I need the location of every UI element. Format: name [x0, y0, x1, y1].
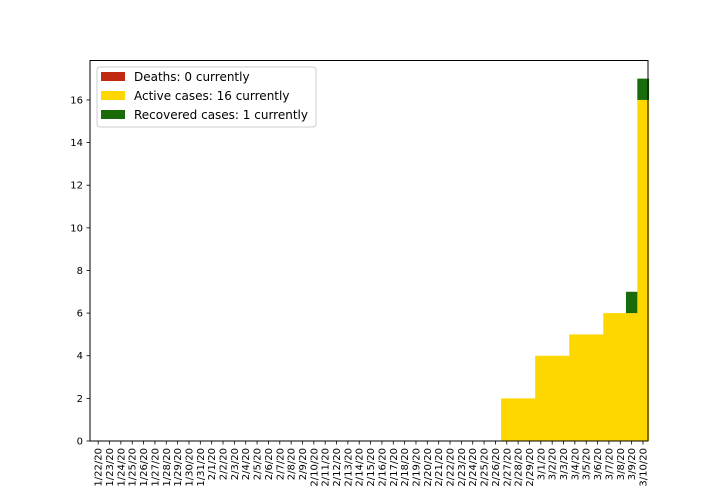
x-tick-label: 2/13/20 [343, 448, 354, 487]
x-tick-label: 2/5/20 [253, 448, 264, 480]
x-tick-label: 1/30/20 [184, 448, 195, 487]
x-tick-label: 1/26/20 [139, 448, 150, 487]
x-tick-label: 1/28/20 [162, 448, 173, 487]
x-tick-label: 2/8/20 [287, 448, 298, 480]
x-tick-label: 1/24/20 [116, 448, 127, 487]
legend: Deaths: 0 currently Active cases: 16 cur… [96, 66, 317, 128]
x-tick-label: 2/19/20 [411, 448, 422, 487]
legend-label-active: Active cases: 16 currently [134, 89, 289, 103]
x-tick-label: 3/7/20 [604, 448, 615, 480]
y-tick-label: 6 [77, 309, 83, 320]
x-tick-label: 2/4/20 [241, 448, 252, 480]
x-tick-label: 3/10/20 [638, 448, 649, 487]
x-tick-label: 2/15/20 [366, 448, 377, 487]
x-tick-label: 3/5/20 [582, 448, 593, 480]
x-tick-label: 2/26/20 [491, 448, 502, 487]
y-tick-label: 4 [77, 351, 83, 362]
bar-recovered-47 [625, 291, 638, 314]
x-tick-label: 2/16/20 [377, 448, 388, 487]
x-tick-label: 2/27/20 [502, 448, 513, 487]
x-tick-label: 2/6/20 [264, 448, 275, 480]
x-tick-label: 1/27/20 [150, 448, 161, 487]
legend-label-deaths: Deaths: 0 currently [134, 70, 250, 84]
x-tick-label: 3/2/20 [548, 448, 559, 480]
x-axis: 1/22/20 1/23/20 1/24/20 1/25/20 1/26/20 1/27/… [94, 441, 649, 487]
bar-active-42 [569, 334, 581, 441]
x-tick-label: 3/4/20 [570, 448, 581, 480]
x-tick-label: 3/1/20 [536, 448, 547, 480]
bar-recovered-48 [637, 78, 650, 100]
x-tick-label: 2/23/20 [457, 448, 468, 487]
x-tick-label: 2/12/20 [332, 448, 343, 487]
bar-active-44 [591, 334, 604, 441]
x-tick-label: 3/9/20 [627, 448, 638, 480]
x-tick-label: 2/24/20 [468, 448, 479, 487]
x-tick-label: 2/7/20 [275, 448, 286, 480]
bar-active-37 [512, 398, 525, 441]
x-tick-label: 2/20/20 [423, 448, 434, 487]
y-tick-label: 2 [77, 394, 83, 405]
x-tick-label: 2/17/20 [389, 448, 400, 487]
bar-active-43 [580, 334, 593, 441]
x-tick-label: 2/9/20 [298, 448, 309, 480]
x-tick-label: 2/11/20 [321, 448, 332, 487]
x-tick-label: 2/22/20 [446, 448, 457, 487]
y-tick-label: 10 [70, 223, 83, 234]
y-tick-label: 14 [70, 138, 83, 149]
x-tick-label: 1/31/20 [196, 448, 207, 487]
legend-swatch-deaths [101, 72, 125, 81]
x-tick-label: 2/28/20 [514, 448, 525, 487]
bar-active-47 [625, 313, 638, 441]
bar-active-39 [535, 355, 547, 441]
x-tick-label: 2/29/20 [525, 448, 536, 487]
bar-active-40 [546, 355, 559, 441]
legend-swatch-active [101, 91, 125, 100]
y-tick-label: 8 [77, 266, 83, 277]
legend-swatch-recovered [101, 110, 125, 119]
x-tick-label: 2/10/20 [309, 448, 320, 487]
y-axis: 0 2 4 6 8 10 12 14 16 [70, 95, 90, 448]
legend-label-recovered: Recovered cases: 1 currently [134, 108, 308, 122]
y-tick-label: 0 [77, 437, 83, 448]
x-tick-label: 2/2/20 [219, 448, 230, 480]
bar-active-36 [501, 398, 513, 441]
bar-active-38 [523, 398, 536, 441]
x-tick-label: 3/6/20 [593, 448, 604, 480]
bar-active-46 [614, 313, 627, 441]
x-tick-label: 2/21/20 [434, 448, 445, 487]
x-tick-label: 2/25/20 [480, 448, 491, 487]
bar-active-45 [603, 313, 615, 441]
x-tick-label: 1/22/20 [94, 448, 105, 487]
bars-layer [501, 78, 650, 441]
y-tick-label: 12 [70, 181, 83, 192]
bar-active-41 [557, 355, 570, 441]
x-tick-label: 2/14/20 [355, 448, 366, 487]
x-tick-label: 1/23/20 [105, 448, 116, 487]
x-tick-label: 2/1/20 [207, 448, 218, 480]
x-tick-label: 1/25/20 [128, 448, 139, 487]
x-tick-label: 1/29/20 [173, 448, 184, 487]
x-tick-label: 3/8/20 [616, 448, 627, 480]
legend-frame [96, 66, 317, 128]
y-tick-label: 16 [70, 95, 83, 106]
bar-active-48 [637, 99, 650, 441]
x-tick-label: 2/18/20 [400, 448, 411, 487]
plot-frame [89, 60, 649, 442]
x-tick-label: 2/3/20 [230, 448, 241, 480]
x-tick-label: 3/3/20 [559, 448, 570, 480]
